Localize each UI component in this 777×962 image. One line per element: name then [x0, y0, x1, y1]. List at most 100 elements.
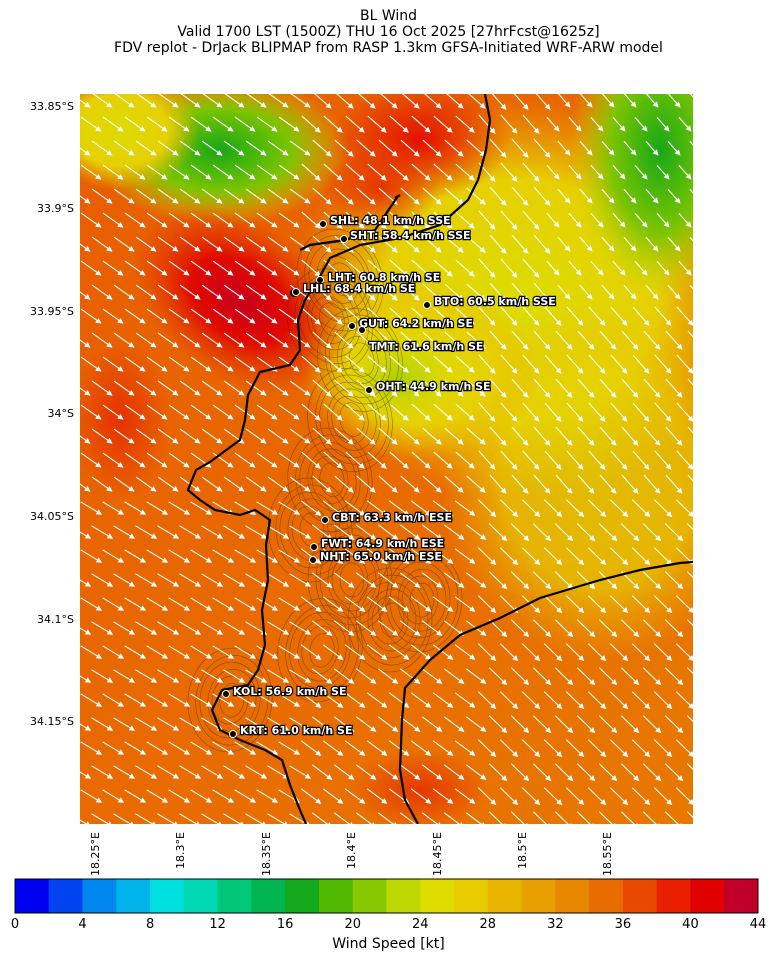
- wind-vector-head: [435, 390, 442, 397]
- wind-vector-head: [652, 101, 659, 108]
- wind-vector-head: [436, 678, 443, 684]
- wind-vector-head: [435, 150, 442, 157]
- wind-vector-head: [522, 103, 529, 110]
- wind-vector-head: [128, 197, 135, 204]
- wind-vector-head: [391, 294, 398, 301]
- wind-vector-head: [161, 509, 169, 515]
- wind-vector-head: [534, 799, 541, 806]
- wind-vector-head: [663, 173, 670, 180]
- wind-vector-head: [238, 773, 246, 779]
- wind-vector-head: [183, 701, 191, 707]
- wind-vector-head: [359, 798, 366, 804]
- wind-vector-head: [545, 679, 552, 686]
- lon-label: 18.3°E: [174, 832, 187, 869]
- wind-vector-head: [630, 197, 637, 204]
- wind-vector-head: [608, 101, 615, 108]
- wind-vector-head: [271, 605, 279, 611]
- wind-vector-head: [698, 102, 702, 106]
- wind-vector-head: [194, 533, 202, 539]
- wind-vector-head: [194, 725, 202, 731]
- contour-line: [306, 288, 357, 351]
- contour-line: [331, 395, 369, 445]
- wind-vector-head: [260, 773, 268, 779]
- wind-vector-head: [238, 533, 246, 539]
- wind-vector-head: [194, 437, 201, 444]
- wind-vector-head: [369, 246, 376, 253]
- wind-vector-head: [688, 751, 693, 757]
- wind-vector-head: [468, 126, 475, 133]
- wind-vector-head: [633, 679, 640, 686]
- wind-vector-head: [238, 293, 245, 300]
- wind-vector-head: [161, 701, 169, 707]
- wind-vector-head: [304, 485, 311, 492]
- contour-line: [409, 582, 435, 618]
- wind-vector-head: [523, 727, 530, 734]
- wind-vector-head: [457, 246, 464, 253]
- wind-vector-head: [458, 774, 465, 780]
- wind-vector-head: [172, 725, 180, 731]
- wind-vector-head: [447, 750, 454, 756]
- wind-vector-head: [249, 317, 256, 324]
- wind-vector-head: [326, 630, 333, 636]
- lat-label: 34.1°S: [37, 613, 74, 626]
- wind-vector-head: [117, 605, 125, 611]
- wind-vector-head: [128, 437, 135, 444]
- wind-vector-head: [128, 485, 135, 492]
- wind-vector-head: [139, 125, 146, 132]
- wind-vector-head: [84, 437, 91, 444]
- wind-vector-head: [489, 319, 496, 326]
- colorbar-segment: [217, 879, 252, 913]
- wind-vector-head: [84, 245, 91, 252]
- wind-vector-head: [161, 221, 168, 228]
- wind-vector-head: [553, 173, 560, 180]
- wind-vector-head: [391, 150, 398, 157]
- wind-vector-head: [369, 486, 376, 493]
- wind-vector: [689, 236, 693, 242]
- wind-vector-head: [315, 798, 322, 804]
- wind-vector-head: [380, 318, 387, 325]
- wind-vector-head: [654, 343, 661, 350]
- wind-vector-head: [381, 606, 388, 612]
- wind-vector-head: [548, 823, 550, 824]
- contour-line: [377, 547, 463, 653]
- wind-vector-head: [95, 365, 102, 372]
- station-label-sht: SHT: 58.4 km/h SSE: [350, 229, 471, 242]
- wind-vector-head: [666, 799, 673, 806]
- station-marker-fwt: [310, 543, 318, 551]
- wind-vector-head: [84, 581, 92, 587]
- lat-label: 34°S: [47, 407, 74, 420]
- wind-vector-head: [589, 775, 596, 782]
- wind-vector-head: [293, 125, 300, 132]
- wind-vector-head: [370, 630, 377, 636]
- contour-line: [297, 619, 347, 682]
- wind-vector-head: [619, 269, 626, 276]
- wind-vector-head: [369, 438, 376, 445]
- colorbar-tick-label: 4: [78, 917, 87, 932]
- contour-line: [319, 541, 381, 619]
- wind-vector-head: [314, 174, 321, 181]
- wind-vector-head: [512, 703, 519, 710]
- wind-vector-head: [172, 629, 180, 635]
- wind-vector-head: [413, 198, 420, 205]
- wind-vector-head: [293, 413, 300, 420]
- wind-vector-head: [446, 222, 453, 229]
- wind-vector-head: [227, 557, 235, 563]
- wind-vector-head: [468, 222, 475, 229]
- colorbar-segment: [251, 879, 286, 913]
- wind-vector-head: [380, 366, 387, 373]
- colorbar-tick-label: 40: [682, 917, 699, 932]
- wind-vector-head: [117, 125, 124, 132]
- wind-vector-head: [533, 415, 540, 422]
- chart-title: BL Wind Valid 1700 LST (1500Z) THU 16 Oc…: [0, 8, 777, 56]
- wind-vector-head: [711, 752, 715, 756]
- colorbar-segment: [318, 879, 354, 913]
- wind-vector-head: [526, 823, 528, 824]
- wind-vector-head: [522, 247, 529, 254]
- wind-vector: [701, 117, 713, 131]
- wind-vector-head: [392, 774, 399, 780]
- wind-vector-head: [611, 535, 618, 542]
- wind-vector-head: [700, 824, 704, 828]
- wind-vector-head: [260, 533, 268, 539]
- wind-vector-head: [139, 461, 146, 468]
- wind-vector-head: [586, 197, 593, 204]
